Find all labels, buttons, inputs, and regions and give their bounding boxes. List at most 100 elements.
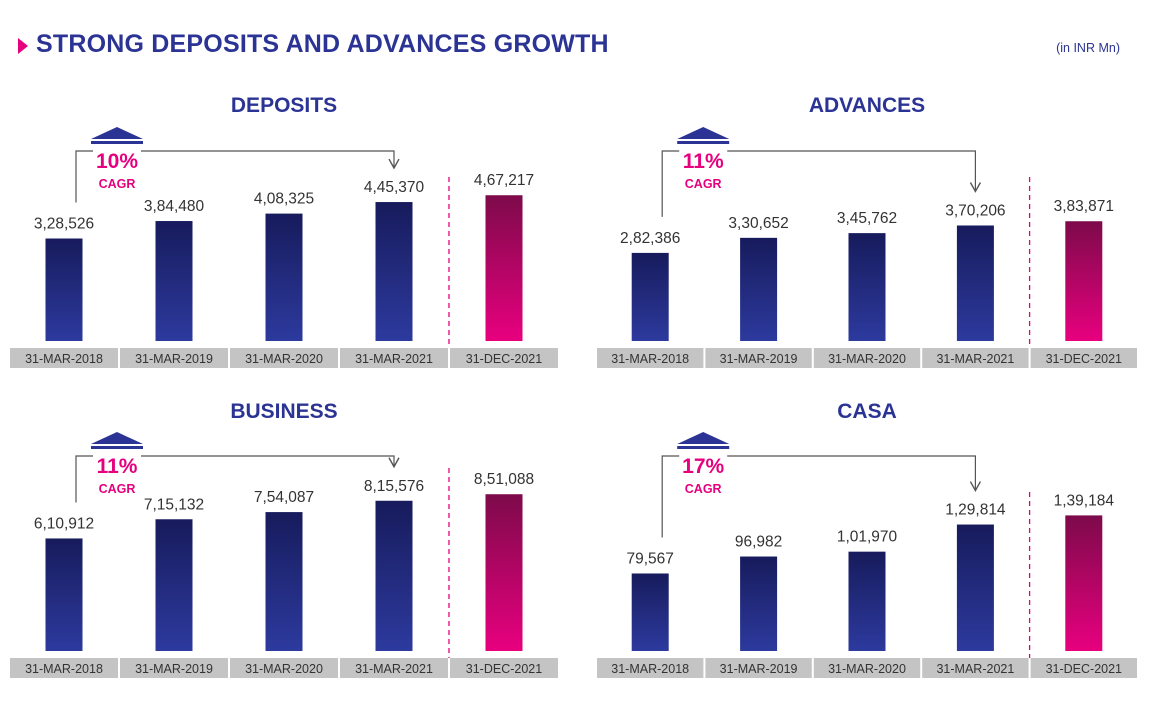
cagr-roof-icon	[677, 432, 730, 444]
cagr-value: 11%	[683, 150, 724, 173]
category-cell	[813, 658, 921, 678]
value-label: 6,10,912	[34, 515, 94, 532]
category-label: 31-DEC-2021	[466, 352, 542, 366]
value-label: 4,08,325	[254, 191, 314, 208]
category-cell	[450, 348, 558, 368]
value-label: 2,82,386	[620, 230, 680, 247]
value-label: 3,45,762	[837, 210, 897, 227]
bar	[45, 538, 83, 651]
bar	[956, 524, 994, 651]
category-cell	[340, 348, 448, 368]
value-label: 3,84,480	[144, 198, 205, 215]
value-label: 4,67,217	[474, 172, 534, 189]
cagr-roof-bar	[91, 141, 143, 144]
category-label: 31-MAR-2019	[720, 662, 798, 676]
category-label: 31-MAR-2021	[936, 662, 1014, 676]
category-cell	[1030, 348, 1137, 368]
cagr-badge-bg	[679, 146, 728, 176]
category-label: 31-DEC-2021	[1046, 662, 1122, 676]
category-label: 31-MAR-2020	[245, 352, 323, 366]
value-label: 4,45,370	[364, 179, 425, 196]
category-label: 31-MAR-2018	[25, 662, 103, 676]
advances-chart: ADVANCES 31-MAR-2018 31-MAR-2019 31-MAR-202…	[597, 85, 1147, 375]
advances-chart-title: ADVANCES	[809, 94, 925, 117]
cagr-arrow-line	[75, 150, 395, 203]
bar	[956, 225, 994, 341]
value-label: 1,01,970	[837, 529, 898, 546]
bar	[375, 500, 413, 651]
category-label: 31-MAR-2020	[828, 352, 906, 366]
category-cell	[1030, 658, 1137, 678]
cagr-label: CAGR	[99, 482, 136, 496]
cagr-roof-bar	[677, 446, 730, 449]
cagr-badge-bg	[93, 451, 141, 481]
deposits-chart: DEPOSITS 31-MAR-2018 31-MAR-2019 31-MAR-202…	[10, 85, 560, 375]
value-label: 1,39,184	[1054, 492, 1115, 509]
category-label: 31-MAR-2019	[135, 352, 213, 366]
page-header: STRONG DEPOSITS AND ADVANCES GROWTH (in …	[0, 0, 1158, 80]
category-label: 31-MAR-2020	[245, 662, 323, 676]
cagr-roof-icon	[91, 127, 143, 139]
category-cell	[705, 658, 812, 678]
bar	[848, 551, 886, 651]
page-title: STRONG DEPOSITS AND ADVANCES GROWTH	[36, 30, 609, 58]
category-cell	[597, 658, 704, 678]
category-cell	[597, 348, 704, 368]
cagr-arrow-line	[75, 455, 395, 503]
arrow-head-icon	[969, 481, 982, 492]
advances-chart-svg: ADVANCES 31-MAR-2018 31-MAR-2019 31-MAR-202…	[597, 94, 1137, 368]
cagr-label: CAGR	[99, 177, 136, 191]
category-cell	[10, 348, 118, 368]
category-label: 31-MAR-2019	[720, 352, 798, 366]
category-cell	[450, 658, 558, 678]
category-cell	[230, 348, 338, 368]
value-label: 8,51,088	[474, 471, 534, 488]
bar	[631, 573, 669, 651]
bar	[1065, 515, 1103, 651]
cagr-arrow-line	[661, 455, 976, 538]
value-label: 8,15,576	[364, 478, 424, 495]
value-label: 7,15,132	[144, 496, 204, 513]
bar	[740, 237, 778, 341]
category-label: 31-MAR-2021	[936, 352, 1014, 366]
arrow-head-icon	[969, 182, 982, 193]
category-label: 31-MAR-2018	[611, 662, 689, 676]
cagr-value: 10%	[96, 150, 138, 173]
casa-chart-svg: CASA 31-MAR-2018 31-MAR-2019 31-MAR-2020 31-…	[597, 400, 1137, 678]
bar	[265, 512, 303, 651]
value-label: 96,982	[735, 534, 782, 551]
cagr-value: 17%	[682, 455, 724, 478]
deposits-chart-svg: DEPOSITS 31-MAR-2018 31-MAR-2019 31-MAR-202…	[10, 94, 558, 368]
deposits-chart-title: DEPOSITS	[231, 94, 337, 117]
category-cell	[10, 658, 118, 678]
category-label: 31-MAR-2018	[25, 352, 103, 366]
bar	[485, 195, 523, 341]
bar	[485, 494, 523, 651]
value-label: 79,567	[626, 550, 673, 567]
category-label: 31-MAR-2018	[611, 352, 689, 366]
cagr-roof-icon	[677, 127, 730, 139]
business-chart-title: BUSINESS	[230, 400, 337, 423]
value-label: 7,54,087	[254, 489, 314, 506]
category-cell	[813, 348, 921, 368]
unit-note: (in INR Mn)	[1056, 41, 1120, 55]
category-label: 31-MAR-2019	[135, 662, 213, 676]
cagr-badge-bg	[93, 146, 141, 176]
bar	[265, 213, 303, 341]
category-label: 31-MAR-2021	[355, 662, 433, 676]
category-cell	[922, 348, 1029, 368]
cagr-label: CAGR	[685, 482, 722, 496]
casa-chart: CASA 31-MAR-2018 31-MAR-2019 31-MAR-2020 31-…	[597, 390, 1147, 685]
value-label: 3,28,526	[34, 215, 94, 232]
cagr-arrow-line	[661, 150, 976, 217]
category-label: 31-MAR-2021	[355, 352, 433, 366]
category-cell	[120, 348, 228, 368]
category-cell	[705, 348, 812, 368]
bar	[155, 221, 193, 341]
bar	[848, 233, 886, 341]
bar	[740, 556, 778, 651]
cagr-label: CAGR	[685, 177, 722, 191]
cagr-roof-bar	[677, 141, 730, 144]
value-label: 3,30,652	[728, 215, 788, 232]
bar	[1065, 221, 1103, 341]
